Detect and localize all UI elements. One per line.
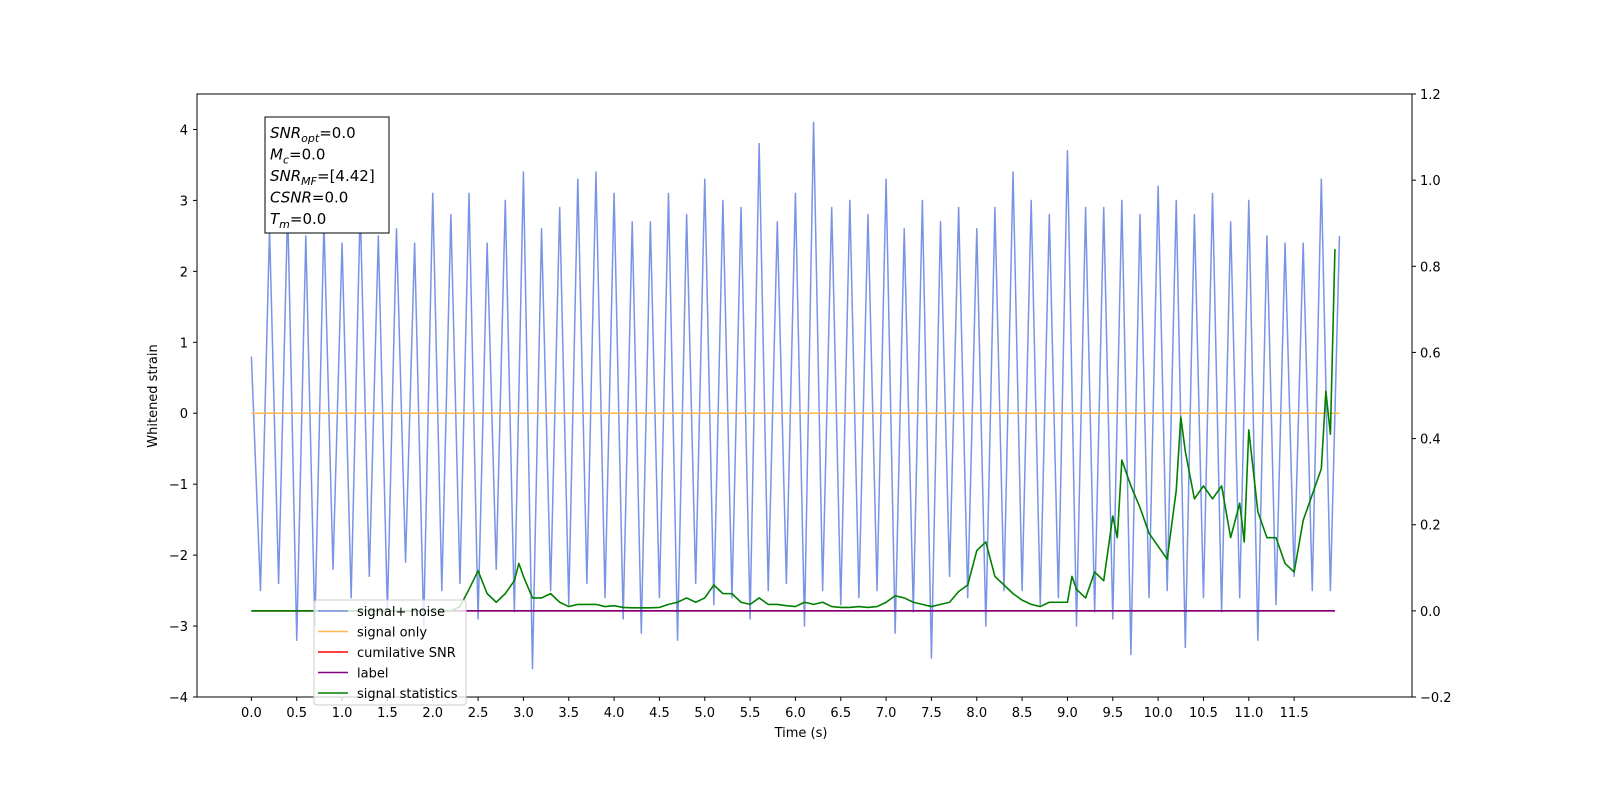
x-tick-label: 8.5 [1012, 706, 1033, 721]
y2-tick-label: −0.2 [1420, 691, 1452, 706]
x-tick-label: 9.5 [1102, 706, 1123, 721]
x-tick-label: 7.5 [921, 706, 942, 721]
x-tick-label: 8.0 [966, 706, 987, 721]
legend-label: cumilative SNR [357, 646, 456, 661]
x-tick-label: 6.5 [830, 706, 851, 721]
y2-tick-label: 0.0 [1420, 605, 1441, 620]
series-line [251, 249, 1336, 612]
legend-label: signal statistics [357, 687, 458, 702]
annotation-line: SNRopt=0.0 [270, 124, 356, 145]
annotation-symbol: M [270, 146, 283, 164]
annotation-symbol: CSNR [270, 189, 312, 207]
y-tick-label: −4 [169, 691, 188, 706]
y-tick-label: −1 [169, 478, 188, 493]
x-tick-label: 9.0 [1057, 706, 1078, 721]
annotation-value: =[4.42] [317, 167, 375, 185]
axes-frame [196, 93, 1413, 698]
annotation-line: SNRMF=[4.42] [270, 167, 375, 188]
x-tick-label: 5.0 [694, 706, 715, 721]
annotation-value: =0.0 [290, 210, 326, 228]
legend-label: label [357, 667, 388, 682]
annotation-value: =0.0 [312, 189, 348, 207]
annotation-subscript: MF [301, 175, 317, 188]
annotation-symbol: T [270, 210, 281, 228]
annotation-line: CSNR=0.0 [270, 189, 348, 207]
x-tick-label: 6.0 [785, 706, 806, 721]
x-tick-label: 1.0 [332, 706, 353, 721]
x-tick-label: 11.5 [1280, 706, 1309, 721]
y2-tick-label: 1.0 [1420, 174, 1441, 189]
y-axis-label: Whitened strain [146, 344, 161, 447]
x-tick-label: 2.5 [468, 706, 489, 721]
x-tick-label: 5.5 [740, 706, 761, 721]
x-tick-label: 10.0 [1144, 706, 1173, 721]
y2-tick-label: 0.6 [1420, 346, 1441, 361]
x-tick-label: 0.5 [286, 706, 307, 721]
annotation-line: Tm=0.0 [270, 210, 326, 231]
annotation-subscript: m [279, 218, 290, 231]
y-tick-label: −2 [169, 549, 188, 564]
series-line [250, 121, 1341, 670]
legend-label: signal only [357, 626, 427, 641]
y2-tick-label: 1.2 [1420, 88, 1441, 103]
x-tick-label: 4.0 [604, 706, 625, 721]
x-tick-label: 0.0 [241, 706, 262, 721]
annotation-subscript: opt [301, 132, 320, 145]
legend-label: signal+ noise [357, 605, 445, 620]
y-tick-label: −3 [169, 620, 188, 635]
y2-tick-label: 0.2 [1420, 519, 1441, 534]
y2-tick-label: 0.8 [1420, 260, 1441, 275]
x-tick-label: 3.0 [513, 706, 534, 721]
annotation-box [264, 116, 390, 234]
annotation-subscript: c [283, 154, 289, 167]
annotation-line: Mc=0.0 [270, 146, 325, 167]
y-tick-label: 4 [180, 123, 188, 138]
annotation-value: =0.0 [319, 124, 355, 142]
plot-area [250, 121, 1341, 670]
y-tick-label: 2 [180, 265, 188, 280]
y-tick-label: 1 [180, 336, 188, 351]
x-tick-label: 3.5 [558, 706, 579, 721]
x-tick-label: 2.0 [422, 706, 443, 721]
annotation-symbol: SNR [270, 167, 301, 185]
x-tick-label: 10.5 [1189, 706, 1218, 721]
legend-box [313, 599, 467, 706]
y-tick-label: 0 [180, 407, 188, 422]
y-tick-label: 3 [180, 194, 188, 209]
x-tick-label: 4.5 [649, 706, 670, 721]
x-axis-label: Time (s) [774, 726, 828, 741]
annotation-value: =0.0 [289, 146, 325, 164]
annotation-symbol: SNR [270, 124, 301, 142]
x-tick-label: 1.5 [377, 706, 398, 721]
x-tick-label: 7.0 [876, 706, 897, 721]
y2-tick-label: 0.4 [1420, 433, 1441, 448]
x-tick-label: 11.0 [1234, 706, 1263, 721]
